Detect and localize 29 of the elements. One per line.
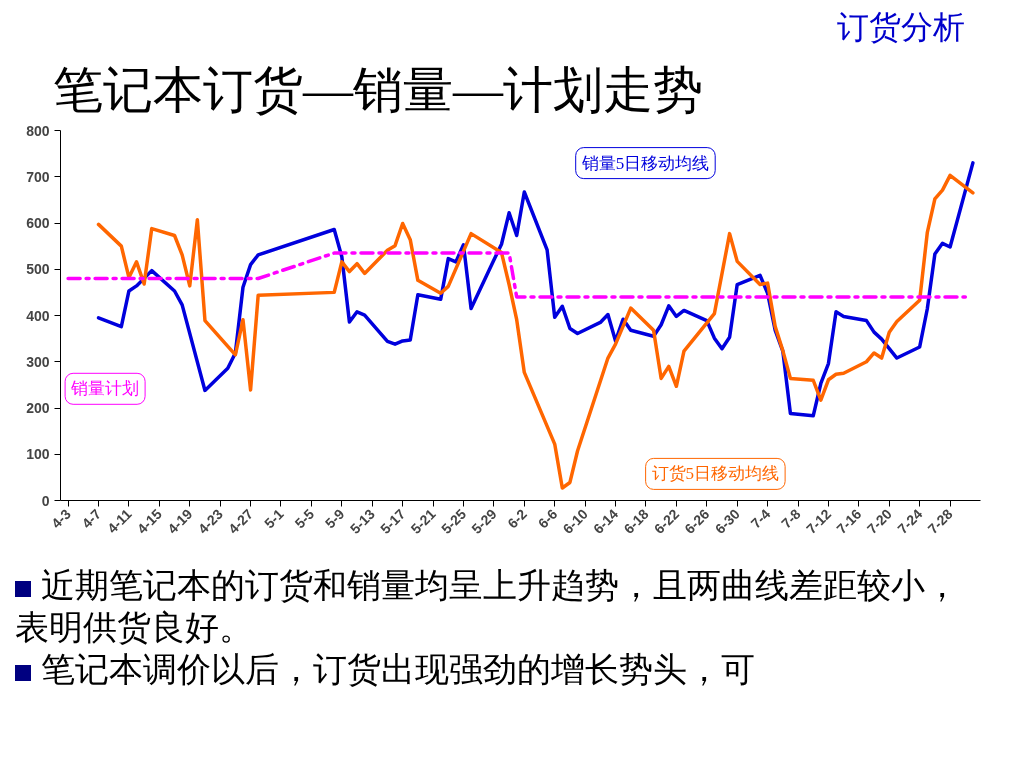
y-tick-label: 100 [26,446,50,463]
x-tick-label: 4-11 [104,505,135,537]
x-tick-label: 6-10 [559,505,591,537]
x-tick-label: 6-30 [711,505,743,537]
text: 近期笔记本的订货和销量均呈上升趋势，且两曲线差距较小，表明供货良好。 [15,566,960,648]
y-tick-label: 600 [26,215,50,231]
y-tick-label: 300 [26,353,50,370]
x-tick-label: 5-9 [321,505,348,532]
text: 笔记本调价以后，订货出现强劲的增长势头，可 [40,650,756,690]
x-tick-label: 4-3 [48,505,74,532]
chart-title: 笔记本订货—销量—计划走势 [53,61,703,120]
x-tick-label: 5-5 [291,505,318,532]
x-tick-label: 6-6 [534,505,561,532]
y-tick-label: 500 [26,261,50,278]
y-tick-label: 400 [26,307,50,324]
x-tick-label: 7-8 [778,505,804,532]
chart-subtitle: 订货分析 [837,8,965,47]
text: 订货5日移动均线 [651,464,780,484]
x-tick-label: 7-4 [747,505,774,532]
y-tick-label: 200 [26,400,50,416]
x-tick-label: 5-1 [261,505,287,532]
text: 销量计划 [70,379,140,399]
y-tick-label: 0 [41,492,50,509]
text: 销量5日移动均线 [580,153,710,173]
y-tick-label: 700 [26,168,50,185]
x-tick-label: 6-2 [504,505,531,532]
x-tick-label: 7-20 [863,505,896,537]
x-tick-label: 4-7 [78,505,105,532]
y-tick-label: 800 [26,122,50,139]
